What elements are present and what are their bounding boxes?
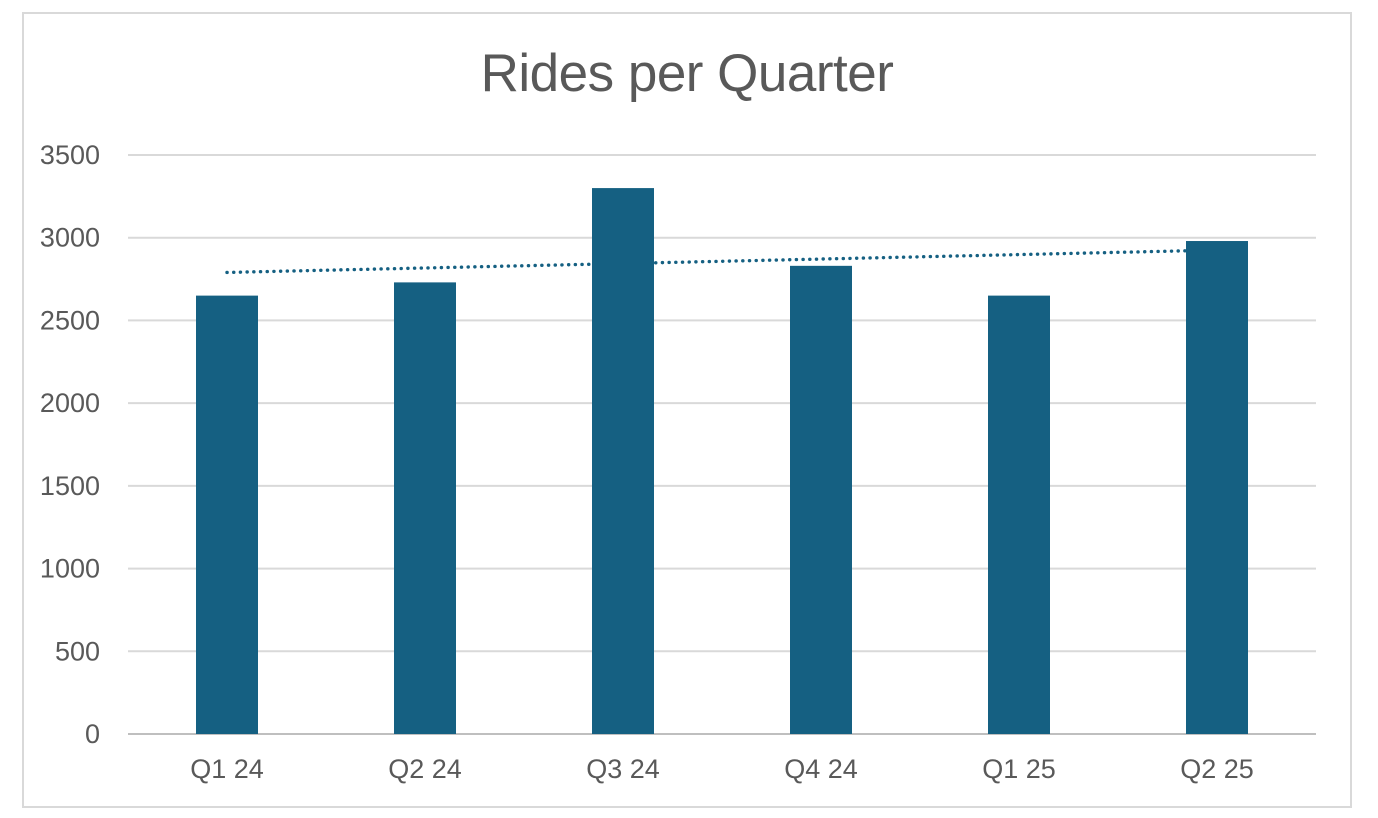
x-tick-label: Q4 24 <box>784 754 858 784</box>
x-tick-label: Q1 25 <box>982 754 1056 784</box>
y-tick-label: 500 <box>55 636 100 666</box>
bar-q4-24[interactable] <box>790 265 852 734</box>
y-tick-label: 3000 <box>40 223 100 253</box>
y-tick-label: 1500 <box>40 471 100 501</box>
chart-title[interactable]: Rides per Quarter <box>480 44 894 103</box>
x-tick-label: Q2 24 <box>388 754 462 784</box>
bar-q1-25[interactable] <box>988 295 1050 734</box>
y-tick-label: 2000 <box>40 388 100 418</box>
bar-q2-25[interactable] <box>1186 241 1248 734</box>
y-tick-label: 2500 <box>40 305 100 335</box>
bar-q3-24[interactable] <box>592 188 654 735</box>
x-tick-label: Q3 24 <box>586 754 660 784</box>
trendline[interactable] <box>225 248 1219 275</box>
y-tick-label: 0 <box>85 719 100 749</box>
y-tick-label: 1000 <box>40 554 100 584</box>
y-tick-label: 3500 <box>40 140 100 170</box>
bar-q2-24[interactable] <box>394 282 456 734</box>
bar-q1-24[interactable] <box>196 295 258 734</box>
x-tick-label: Q2 25 <box>1180 754 1254 784</box>
x-tick-label: Q1 24 <box>190 754 264 784</box>
